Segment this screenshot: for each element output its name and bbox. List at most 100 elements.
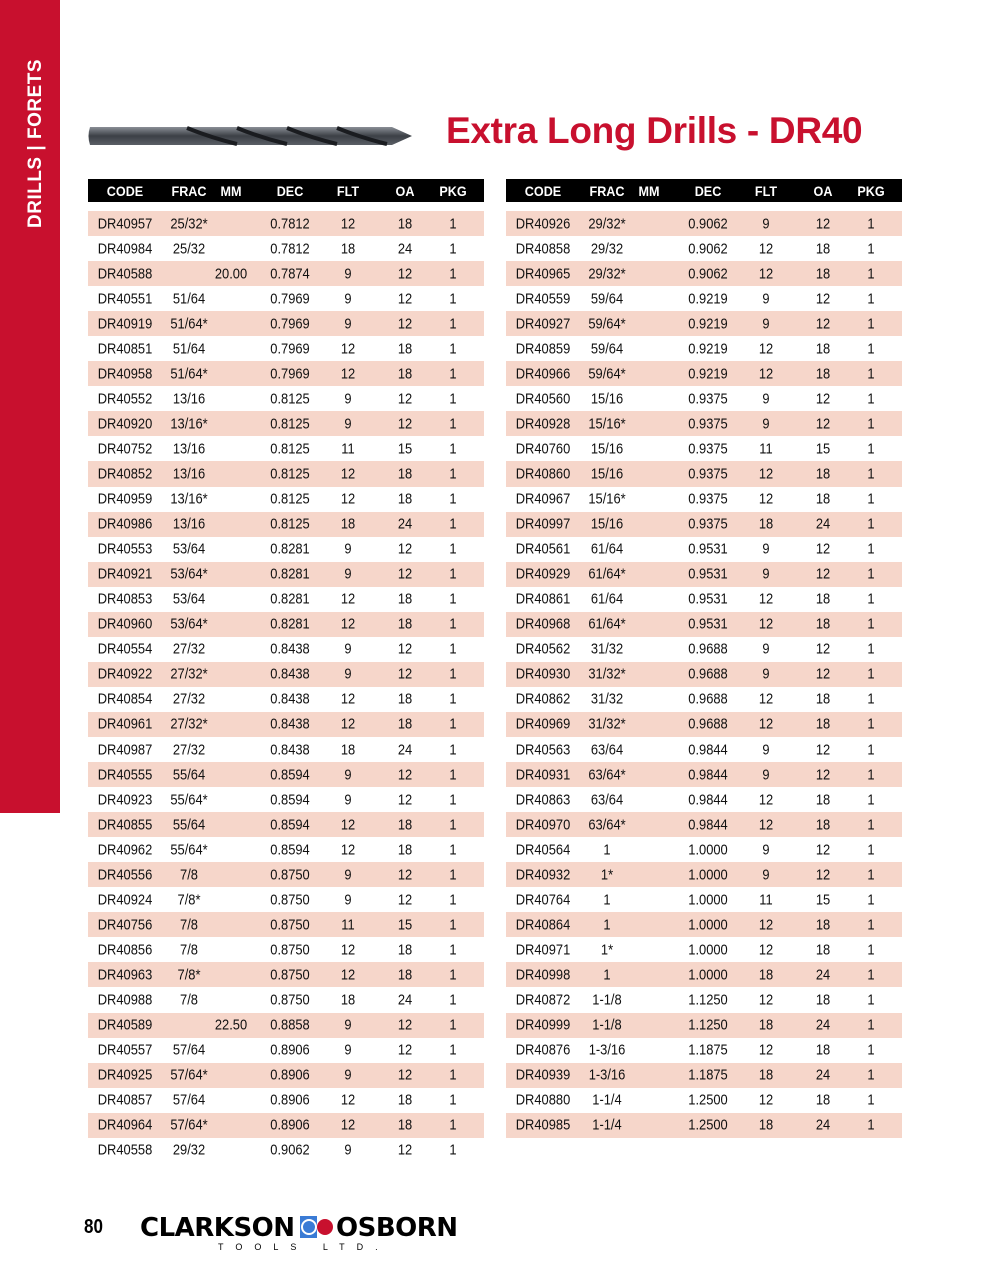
cell-code: DR40858 <box>515 240 571 258</box>
cell-oa: 12 <box>397 565 413 583</box>
cell-code: DR40560 <box>515 390 571 408</box>
cell-oa: 12 <box>815 766 831 784</box>
cell-pkg: 1 <box>449 615 457 633</box>
cell-oa: 12 <box>397 415 413 433</box>
cell-frac: 7/8 <box>180 866 198 884</box>
cell-oa: 18 <box>397 215 413 233</box>
cell-frac: 59/64* <box>588 365 626 383</box>
cell-frac: 1-1/4 <box>592 1091 622 1109</box>
cell-code: DR40857 <box>97 1091 153 1109</box>
cell-code: DR40958 <box>97 365 153 383</box>
cell-oa: 24 <box>815 1066 831 1084</box>
cell-pkg: 1 <box>449 1016 457 1034</box>
cell-pkg: 1 <box>867 916 875 934</box>
cell-flt: 9 <box>344 290 352 308</box>
cell-frac: 1* <box>600 941 614 959</box>
cell-flt: 12 <box>758 590 774 608</box>
cell-oa: 24 <box>397 991 413 1009</box>
cell-frac: 59/64* <box>588 315 626 333</box>
cell-dec: 0.7969 <box>270 340 310 358</box>
table-row: DR40559 59/64 0.9219 9 12 1 <box>506 286 902 311</box>
cell-oa: 12 <box>815 741 831 758</box>
cell-pkg: 1 <box>449 565 457 583</box>
cell-dec: 0.7812 <box>270 240 310 258</box>
cell-code: DR40931 <box>515 766 571 784</box>
cell-code: DR40963 <box>97 966 153 984</box>
cell-frac: 25/32* <box>170 215 208 233</box>
cell-frac: 15/16* <box>588 490 626 508</box>
cell-pkg: 1 <box>449 1116 457 1134</box>
cell-frac: 51/64* <box>170 365 208 383</box>
cell-code: DR40853 <box>97 590 153 608</box>
cell-code: DR40561 <box>515 540 571 558</box>
cell-flt: 9 <box>762 766 770 784</box>
cell-oa: 24 <box>397 240 413 258</box>
cell-dec: 0.7969 <box>270 290 310 308</box>
cell-frac: 1 <box>603 841 611 859</box>
column-header-pkg: PKG <box>857 182 885 199</box>
cell-dec: 1.2500 <box>688 1116 728 1134</box>
table-row: DR40930 31/32* 0.9688 9 12 1 <box>506 661 902 687</box>
table-row: DR40966 59/64* 0.9219 12 18 1 <box>506 361 902 387</box>
cell-flt: 9 <box>344 866 352 884</box>
section-sidebar: DRILLS | FORETS <box>0 0 60 813</box>
cell-frac: 1-3/16 <box>588 1066 626 1084</box>
cell-code: DR40551 <box>97 290 153 308</box>
table-row: DR40853 53/64 0.8281 12 18 1 <box>88 587 484 612</box>
cell-pkg: 1 <box>449 315 457 333</box>
cell-flt: 11 <box>759 440 773 458</box>
table-row: DR40552 13/16 0.8125 9 12 1 <box>88 386 484 411</box>
cell-code: DR40863 <box>515 791 571 809</box>
cell-dec: 0.8594 <box>270 841 310 859</box>
cell-dec: 1.0000 <box>688 941 728 959</box>
table-row: DR40919 51/64* 0.7969 9 12 1 <box>88 311 484 337</box>
cell-oa: 18 <box>397 615 413 633</box>
cell-oa: 12 <box>815 565 831 583</box>
cell-frac: 53/64 <box>172 540 206 558</box>
cell-code: DR40862 <box>515 690 571 708</box>
table-row: DR40928 15/16* 0.9375 9 12 1 <box>506 411 902 437</box>
cell-dec: 0.8750 <box>270 966 310 984</box>
cell-dec: 1.1875 <box>688 1041 728 1059</box>
cell-flt: 18 <box>340 991 356 1009</box>
cell-pkg: 1 <box>867 1091 875 1109</box>
table-row: DR40851 51/64 0.7969 12 18 1 <box>88 336 484 361</box>
cell-dec: 0.7812 <box>270 215 310 233</box>
cell-pkg: 1 <box>449 465 457 483</box>
cell-frac: 57/64 <box>172 1091 206 1109</box>
cell-frac: 1-3/16 <box>588 1041 626 1059</box>
cell-frac: 7/8 <box>180 991 198 1009</box>
cell-code: DR40880 <box>515 1091 571 1109</box>
cell-flt: 9 <box>762 415 770 433</box>
cell-flt: 9 <box>344 665 352 683</box>
table-row: DR40860 15/16 0.9375 12 18 1 <box>506 461 902 487</box>
page-title: Extra Long Drills - DR40 <box>446 110 863 151</box>
cell-dec: 0.8438 <box>270 741 310 758</box>
cell-code: DR40562 <box>515 640 571 658</box>
cell-flt: 12 <box>340 490 356 508</box>
cell-pkg: 1 <box>867 715 875 733</box>
cell-frac: 13/16* <box>170 490 208 508</box>
cell-code: DR40856 <box>97 941 153 959</box>
cell-flt: 9 <box>344 390 352 408</box>
cell-frac: 15/16 <box>590 440 624 458</box>
cell-frac: 13/16 <box>172 515 206 533</box>
table-row: DR40553 53/64 0.8281 9 12 1 <box>88 537 484 562</box>
cell-flt: 12 <box>340 365 356 383</box>
table-row: DR40964 57/64* 0.8906 12 18 1 <box>88 1112 484 1138</box>
table-row: DR40588 20.00 0.7874 9 12 1 <box>88 261 484 287</box>
table-row: DR40958 51/64* 0.7969 12 18 1 <box>88 361 484 387</box>
cell-dec: 0.9688 <box>688 640 728 658</box>
cell-frac: 7/8* <box>177 966 201 984</box>
logo-subtitle: TOOLS LTD. <box>218 1242 390 1252</box>
cell-code: DR40959 <box>97 490 153 508</box>
cell-flt: 12 <box>758 490 774 508</box>
table-row: DR40564 1 1.0000 9 12 1 <box>506 837 902 862</box>
cell-pkg: 1 <box>867 490 875 508</box>
cell-oa: 12 <box>397 390 413 408</box>
cell-flt: 12 <box>758 1091 774 1109</box>
cell-flt: 9 <box>762 866 770 884</box>
cell-frac: 57/64* <box>170 1066 208 1084</box>
column-header-flt: FLT <box>336 182 360 199</box>
cell-code: DR40928 <box>515 415 571 433</box>
